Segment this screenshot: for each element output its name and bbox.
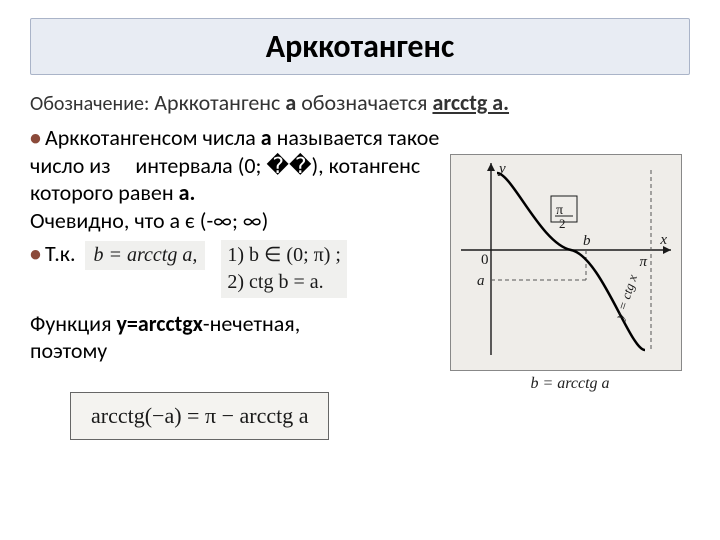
svg-text:x: x [659, 232, 667, 248]
notation-text1: Арккотангенс [154, 89, 280, 116]
identity-formula: arcctg(−a) = π − arcctg a [70, 392, 329, 440]
notation-a: a [285, 89, 296, 116]
bullet-marker-icon: • [30, 240, 41, 267]
notation-label: Обозначение: [30, 92, 149, 116]
conditions: 1) b ∈ (0; π) ; 2) ctg b = a. [221, 240, 347, 298]
svg-text:0: 0 [481, 252, 489, 268]
formula-b-eq: b = arcctg a, [85, 241, 205, 270]
svg-text:y: y [497, 161, 506, 177]
function-line: Функция y=arcctgx-нечетная, поэтому [30, 310, 442, 364]
notation-text2: обозначается [301, 89, 427, 116]
notation-line: Обозначение: Арккотангенс a обозначается… [30, 89, 690, 116]
notation-arcctg: arcctg a. [432, 89, 509, 116]
graph-caption: b = arcctg a [450, 375, 690, 393]
svg-text:b: b [583, 233, 591, 249]
svg-text:π: π [639, 254, 647, 270]
definition-bullet: •Арккотангенсом числа а называется такое… [30, 124, 442, 234]
svg-text:2: 2 [559, 216, 566, 231]
title-box: Арккотангенс [30, 18, 690, 75]
svg-text:a: a [477, 273, 485, 289]
bullet-marker-icon: • [30, 124, 41, 151]
svg-text:y = ctg x: y = ctg x [611, 272, 640, 322]
slide-title: Арккотангенс [51, 27, 669, 66]
graph-svg: yx0ππ2bay = ctg x [451, 155, 681, 370]
tk-row: •Т.к. b = arcctg a, 1) b ∈ (0; π) ; 2) c… [30, 240, 442, 298]
arcctg-graph: yx0ππ2bay = ctg x [450, 154, 682, 371]
